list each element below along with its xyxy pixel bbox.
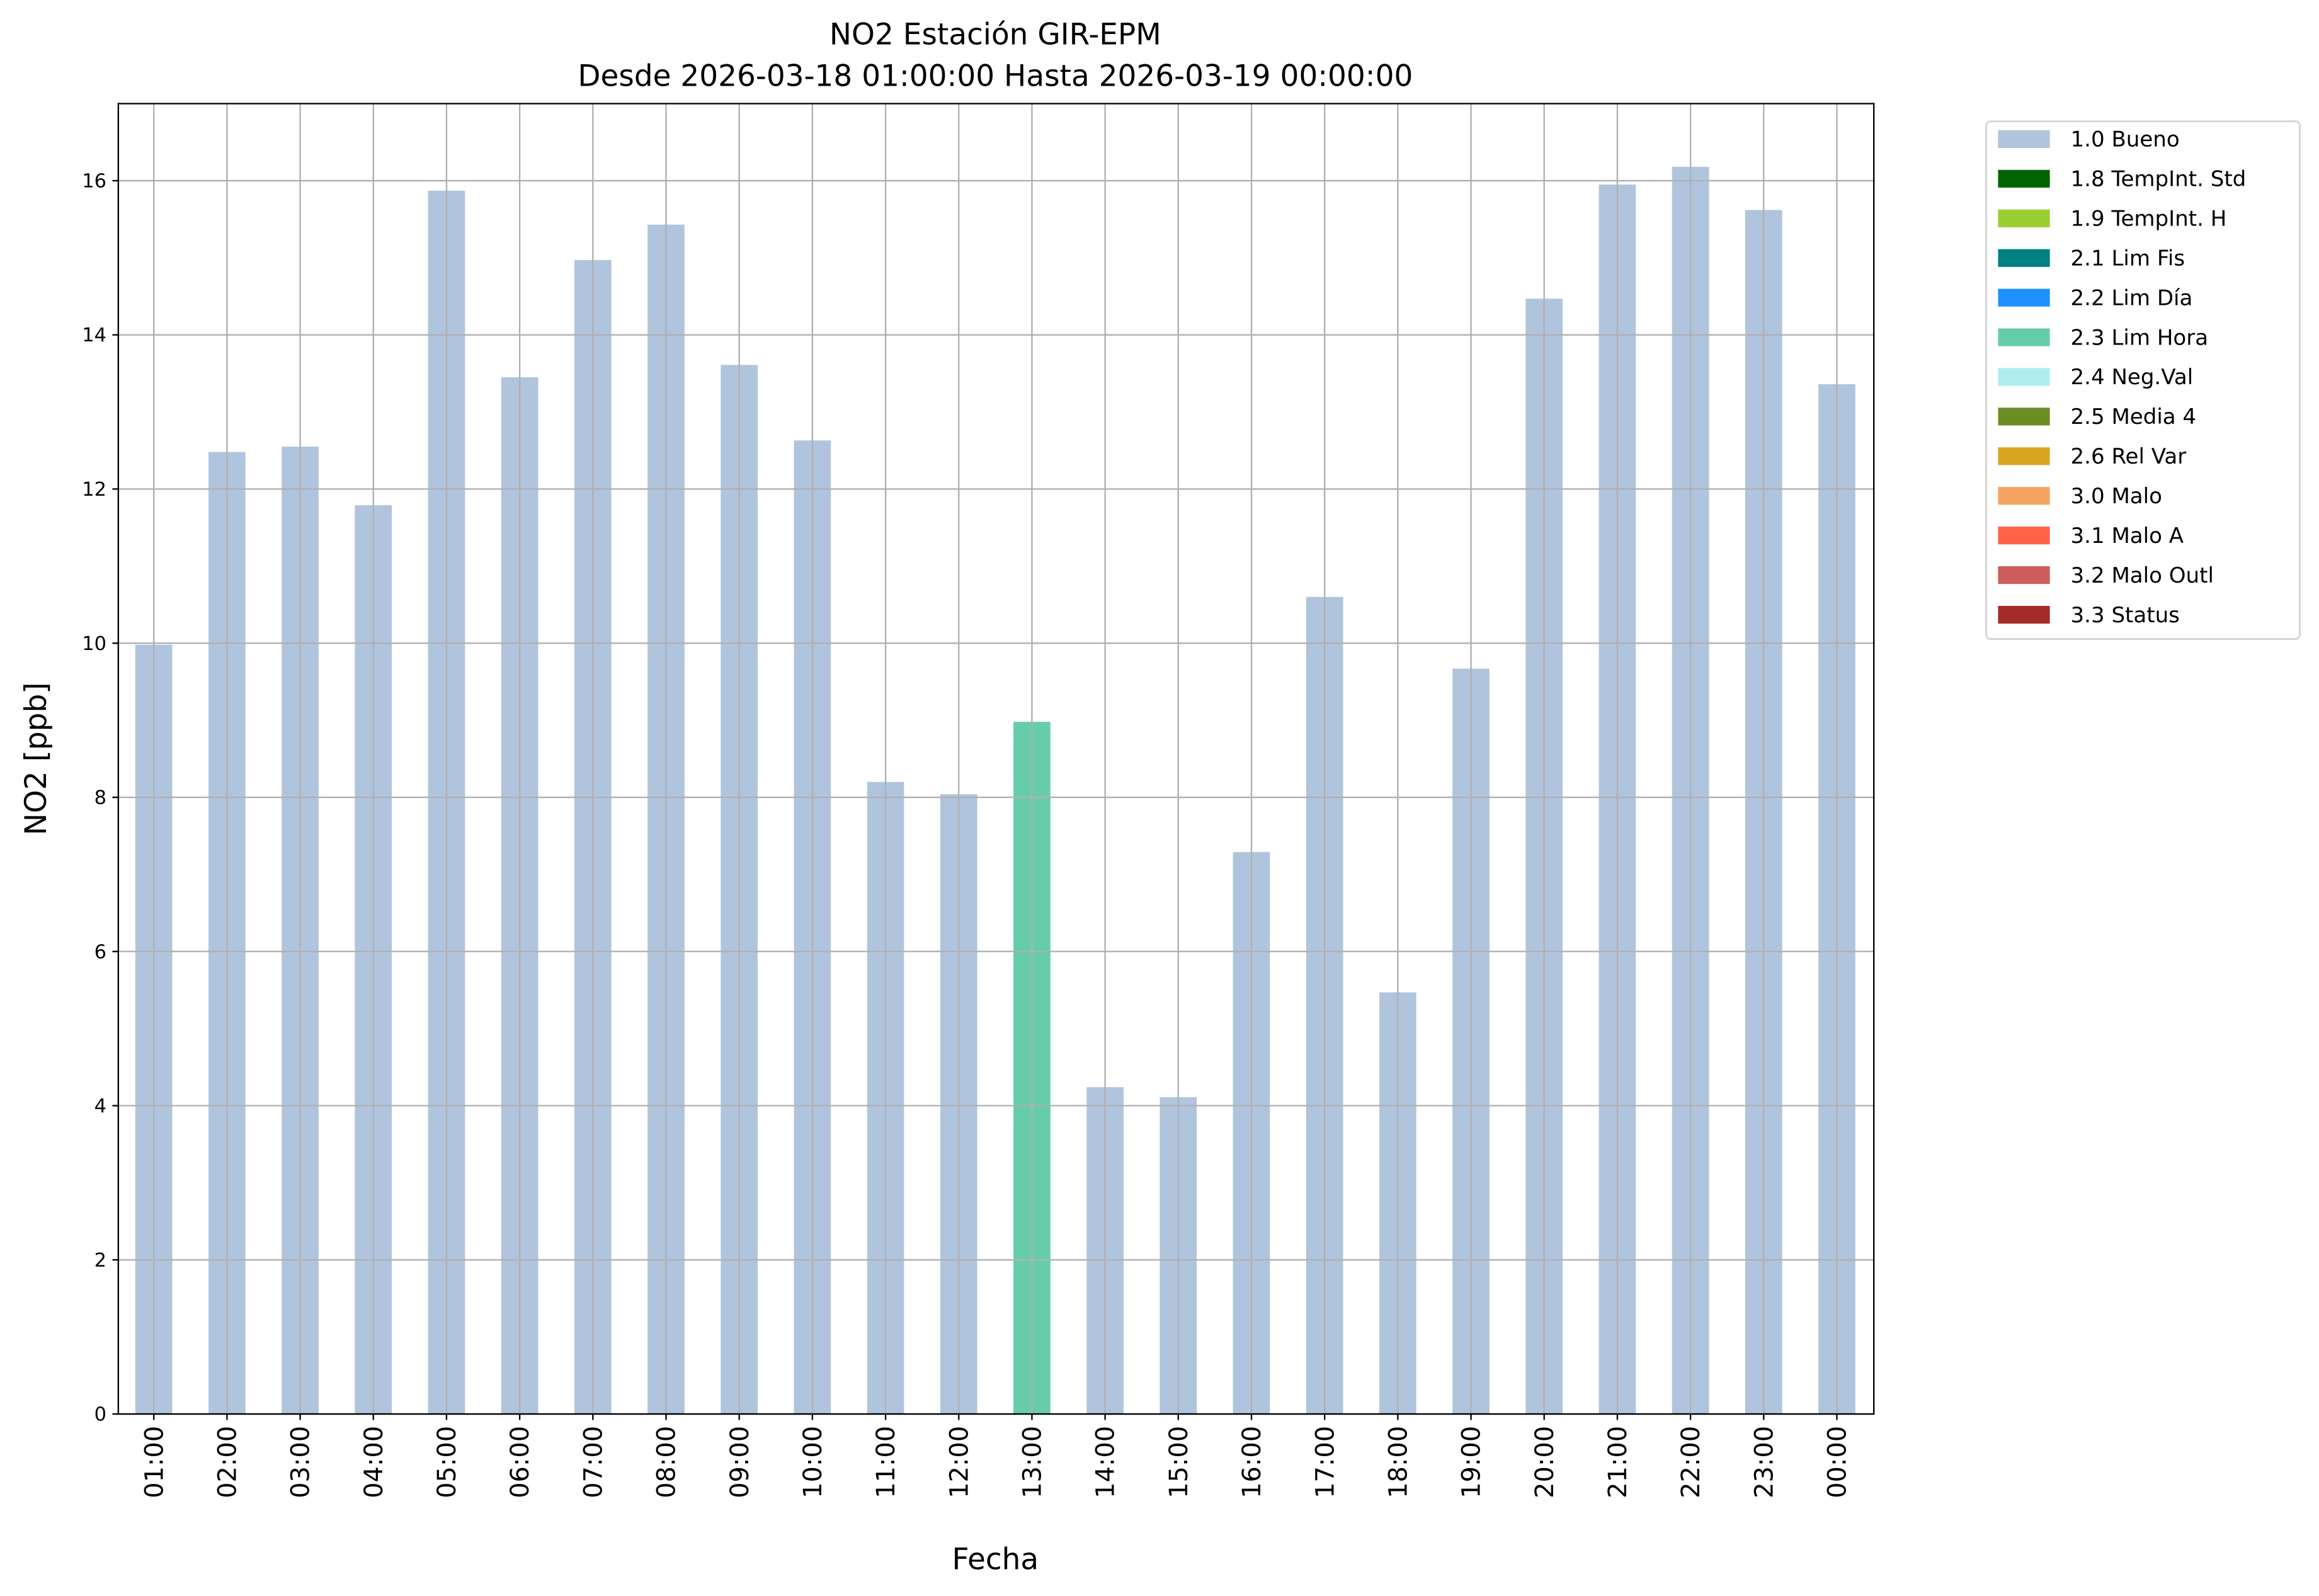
plot-frame	[117, 103, 1875, 1415]
x-tick-label: 16:00	[1238, 1426, 1267, 1498]
legend-frame	[1985, 120, 2301, 640]
legend-swatch	[1998, 566, 2050, 584]
x-tick-label: 11:00	[872, 1426, 901, 1498]
legend-swatch	[1998, 288, 2050, 307]
y-tick-label: 12	[82, 479, 106, 501]
grid	[118, 103, 1874, 1415]
legend-label: 2.4 Neg.Val	[2071, 365, 2194, 390]
x-tick-label: 18:00	[1384, 1426, 1413, 1498]
y-tick-label: 6	[94, 941, 106, 963]
x-tick-label: 23:00	[1750, 1426, 1779, 1498]
legend-label: 3.1 Malo A	[2071, 523, 2184, 549]
x-tick-label: 08:00	[652, 1426, 681, 1498]
x-tick-label: 03:00	[287, 1426, 316, 1498]
legend-swatch	[1998, 408, 2050, 426]
x-tick-label: 21:00	[1604, 1426, 1632, 1498]
legend: 1.0 Bueno 1.8 TempInt. Std 1.9 TempInt. H 2…	[1985, 120, 2301, 640]
x-tick-label: 13:00	[1018, 1426, 1047, 1498]
x-tick-label: 20:00	[1530, 1426, 1559, 1498]
legend-swatch	[1998, 447, 2050, 465]
y-tick-label: 8	[94, 787, 106, 809]
legend-label: 3.3 Status	[2071, 603, 2180, 628]
x-tick-label: 04:00	[360, 1426, 389, 1498]
x-tick-label: 01:00	[140, 1426, 169, 1498]
legend-label: 2.1 Lim Fis	[2071, 246, 2185, 271]
legend-swatch	[1998, 368, 2050, 386]
x-tick-label: 05:00	[433, 1426, 462, 1498]
legend-label: 2.3 Lim Hora	[2071, 325, 2209, 350]
legend-swatch	[1998, 527, 2050, 545]
legend-label: 1.9 TempInt. H	[2071, 206, 2227, 231]
legend-swatch	[1998, 209, 2050, 227]
x-tick-label: 17:00	[1311, 1426, 1340, 1498]
x-tick-label: 12:00	[945, 1426, 974, 1498]
chart-subtitle: Desde 2026-03-18 01:00:00 Hasta 2026-03-…	[578, 59, 1413, 93]
legend-swatch	[1998, 169, 2050, 188]
x-tick-label: 00:00	[1823, 1426, 1852, 1498]
legend-swatch	[1998, 487, 2050, 505]
x-tick-label: 10:00	[799, 1426, 828, 1498]
legend-label: 2.6 Rel Var	[2071, 444, 2187, 469]
y-ticks: 0 2 4 6 8 10 12 14 16	[82, 170, 118, 1426]
x-tick-label: 14:00	[1091, 1426, 1120, 1498]
legend-label: 2.5 Media 4	[2071, 404, 2197, 430]
x-ticks: 01:00 02:00 03:00 04:00 05:00 06:00 07:00 08:00…	[140, 1414, 1852, 1498]
legend-swatch	[1998, 328, 2050, 346]
x-tick-label: 02:00	[213, 1426, 242, 1498]
y-tick-label: 14	[82, 324, 106, 346]
y-tick-label: 2	[94, 1250, 106, 1272]
x-tick-label: 06:00	[506, 1426, 535, 1498]
x-tick-label: 09:00	[726, 1426, 755, 1498]
legend-label: 3.2 Malo Outl	[2071, 563, 2214, 588]
y-tick-label: 10	[82, 633, 106, 655]
legend-label: 1.8 TempInt. Std	[2071, 167, 2247, 192]
bars	[135, 166, 1855, 1415]
legend-swatch	[1998, 249, 2050, 267]
x-tick-label: 22:00	[1677, 1426, 1706, 1498]
y-tick-label: 4	[94, 1095, 106, 1117]
y-tick-label: 0	[94, 1404, 106, 1426]
legend-label: 3.0 Malo	[2071, 484, 2162, 509]
x-tick-label: 15:00	[1165, 1426, 1194, 1498]
legend-swatch	[1998, 605, 2050, 624]
x-tick-label: 19:00	[1457, 1426, 1486, 1498]
y-axis-label: NO2 [ppb]	[19, 682, 54, 835]
legend-label: 2.2 Lim Día	[2071, 285, 2193, 311]
chart-title: NO2 Estación GIR-EPM	[829, 18, 1161, 52]
legend-swatch	[1998, 130, 2050, 148]
x-axis-label: Fecha	[952, 1542, 1039, 1577]
y-tick-label: 16	[82, 170, 106, 192]
x-tick-label: 07:00	[579, 1426, 608, 1498]
legend-label: 1.0 Bueno	[2071, 127, 2180, 152]
